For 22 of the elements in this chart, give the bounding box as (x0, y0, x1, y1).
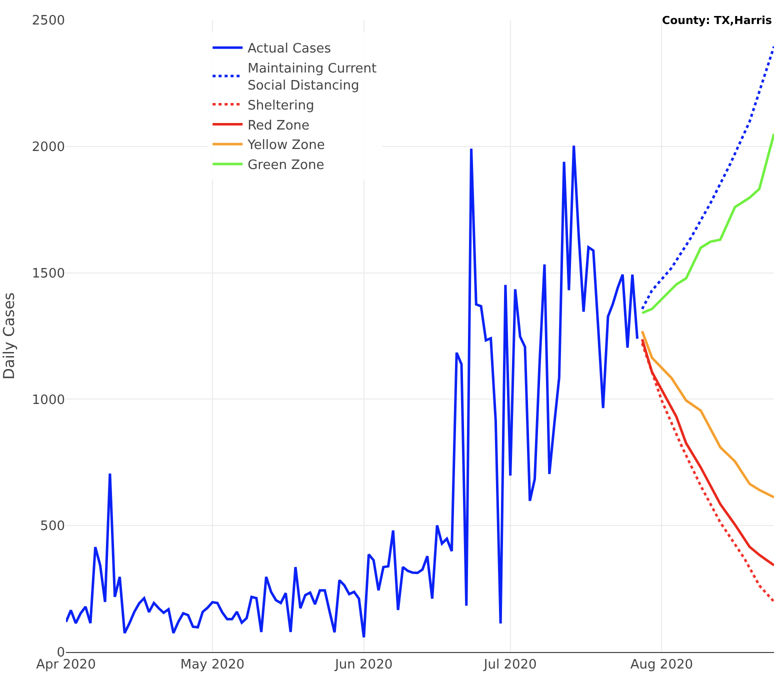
x-tick-label: Jul 2020 (482, 658, 537, 673)
legend-label: Green Zone (248, 158, 324, 174)
x-tick-label: Aug 2020 (630, 658, 694, 673)
y-tick-label: 1000 (32, 392, 65, 408)
y-tick-label: 500 (40, 519, 65, 534)
legend-label: Red Zone (248, 118, 310, 134)
y-tick-label: 1500 (32, 266, 65, 282)
legend-label: Sheltering (248, 98, 314, 114)
legend-label: Yellow Zone (246, 138, 325, 154)
line-series (640, 342, 774, 603)
legend-label: Maintaining Current Social Distancing (248, 62, 377, 94)
y-tick-label: 2500 (32, 14, 65, 29)
line-series (640, 132, 774, 314)
x-tick-label: May 2020 (180, 658, 245, 673)
line-series (640, 338, 774, 567)
x-tick-label: Jun 2020 (334, 658, 393, 673)
y-tick-label: 2000 (32, 140, 65, 155)
legend-label: Actual Cases (248, 42, 332, 57)
y-axis-title: Daily Cases (0, 292, 18, 380)
line-series (640, 45, 774, 310)
line-series (640, 330, 774, 499)
annotation: County: TX,Harris (662, 14, 772, 27)
